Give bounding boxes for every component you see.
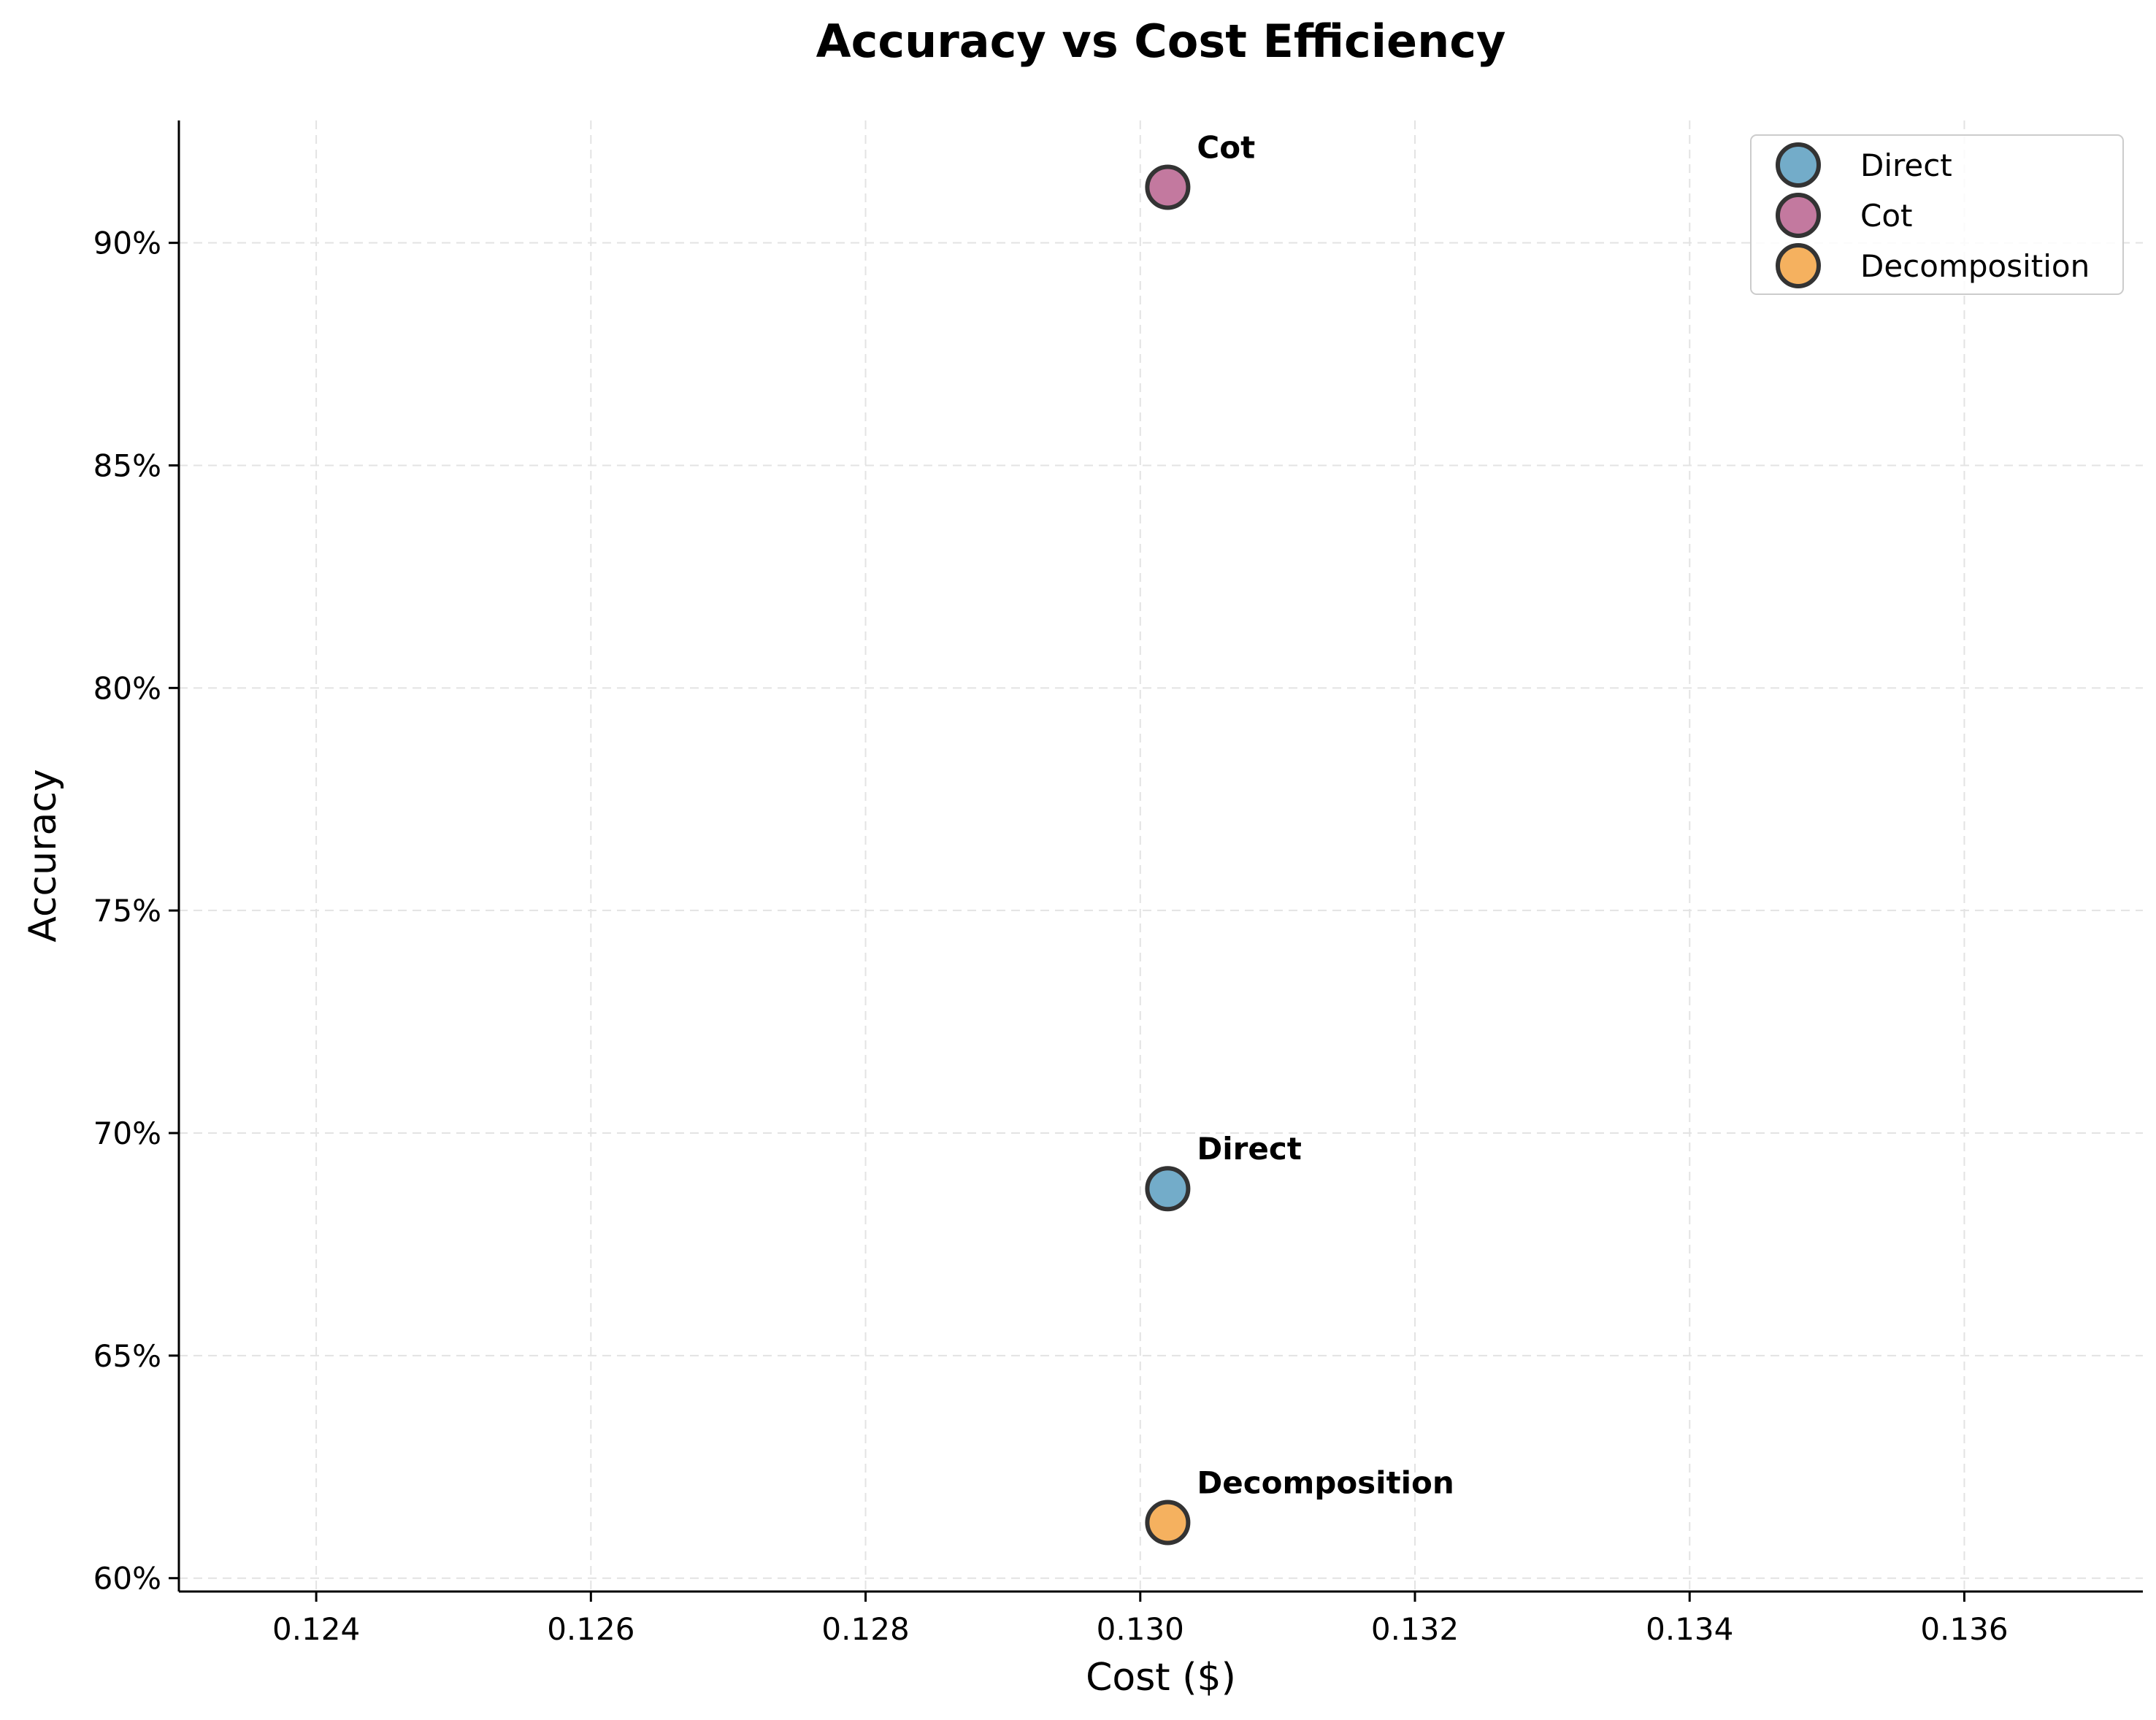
ticks-layer: 0.124 0.126 0.128 0.130 0.132 0.134 0.136 60% 65… xyxy=(93,226,2009,1647)
data-point xyxy=(1145,1500,1191,1546)
y-tick-label: 80% xyxy=(93,670,161,706)
x-tick-label: 0.124 xyxy=(272,1611,360,1647)
legend-label: Cot xyxy=(1860,198,1913,234)
y-tick-label: 70% xyxy=(93,1116,161,1151)
legend-marker xyxy=(1776,142,1821,188)
grid-layer xyxy=(179,120,2143,1592)
x-tick-label: 0.132 xyxy=(1371,1611,1459,1647)
data-point xyxy=(1145,1166,1191,1212)
data-point-label: Direct xyxy=(1197,1131,1301,1167)
y-tick-label: 85% xyxy=(93,448,161,484)
legend-box xyxy=(1750,134,2124,295)
y-tick-label: 65% xyxy=(93,1338,161,1374)
x-tick-label: 0.126 xyxy=(547,1611,634,1647)
points-layer xyxy=(1145,164,1191,1546)
legend: Direct Cot Decomposition xyxy=(1750,134,2124,295)
y-tick-label: 60% xyxy=(93,1561,161,1597)
axes-layer xyxy=(177,120,2143,1593)
data-point-label: Decomposition xyxy=(1197,1464,1454,1500)
x-tick-label: 0.136 xyxy=(1920,1611,2008,1647)
data-point xyxy=(1145,164,1191,210)
y-tick-label: 90% xyxy=(93,226,161,261)
y-tick-label: 75% xyxy=(93,893,161,929)
legend-items: Direct Cot Decomposition xyxy=(1776,142,2090,288)
x-tick-label: 0.128 xyxy=(821,1611,909,1647)
x-tick-label: 0.130 xyxy=(1097,1611,1184,1647)
point-labels-layer: Direct Cot Decomposition xyxy=(1197,129,1454,1500)
legend-marker xyxy=(1776,243,1821,288)
y-axis-label: Accuracy xyxy=(21,769,65,942)
legend-label: Direct xyxy=(1860,147,1952,183)
x-axis-label: Cost ($) xyxy=(1086,1656,1236,1700)
data-point-label: Cot xyxy=(1197,129,1255,165)
legend-label: Decomposition xyxy=(1860,248,2090,284)
chart-title: Accuracy vs Cost Efficiency xyxy=(816,15,1506,68)
legend-marker xyxy=(1776,193,1821,238)
x-tick-label: 0.134 xyxy=(1646,1611,1733,1647)
